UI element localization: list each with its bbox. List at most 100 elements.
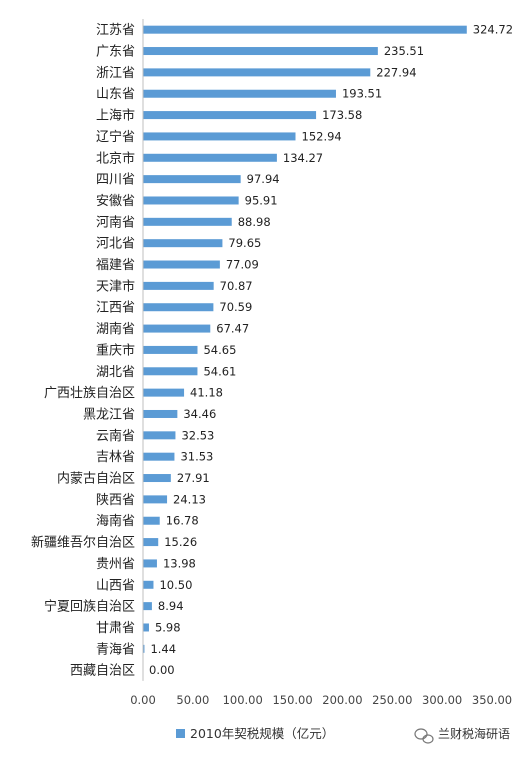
category-label-2: 浙江省 xyxy=(96,66,135,81)
value-label-25: 13.98 xyxy=(163,556,196,570)
x-tick-label-0: 0.00 xyxy=(130,693,156,707)
value-label-27: 8.94 xyxy=(158,599,184,613)
category-label-4: 上海市 xyxy=(96,108,135,124)
x-tick-label-7: 350.00 xyxy=(472,693,512,707)
category-label-8: 安徽省 xyxy=(96,194,135,209)
category-label-0: 江苏省 xyxy=(96,22,135,38)
bar-26 xyxy=(143,580,154,589)
category-label-27: 宁夏回族自治区 xyxy=(44,599,135,615)
value-label-29: 1.44 xyxy=(150,642,176,656)
category-label-6: 北京市 xyxy=(96,150,135,166)
value-label-17: 41.18 xyxy=(190,386,223,400)
value-label-11: 77.09 xyxy=(226,258,259,272)
value-label-13: 70.59 xyxy=(219,300,252,314)
value-label-21: 27.91 xyxy=(177,471,210,485)
category-label-3: 山东省 xyxy=(96,87,135,102)
bar-25 xyxy=(143,559,157,568)
category-labels: 江苏省广东省浙江省山东省上海市辽宁省北京市四川省安徽省河南省河北省福建省天津市江… xyxy=(31,22,135,679)
bar-9 xyxy=(143,217,232,226)
value-label-26: 10.50 xyxy=(159,578,192,592)
category-label-10: 河北省 xyxy=(96,237,135,252)
value-labels: 324.72 235.51 227.94 193.51 173.58 152.94 134.… xyxy=(149,23,513,678)
bar-4 xyxy=(143,111,317,120)
category-label-14: 湖南省 xyxy=(96,321,135,337)
bar-10 xyxy=(143,239,223,248)
bar-1 xyxy=(143,47,378,56)
value-label-16: 54.61 xyxy=(203,364,236,378)
x-tick-label-1: 50.00 xyxy=(176,693,209,707)
value-label-2: 227.94 xyxy=(376,65,416,79)
bar-12 xyxy=(143,281,214,290)
category-label-30: 西藏自治区 xyxy=(70,664,135,679)
x-tick-label-5: 250.00 xyxy=(372,693,412,707)
value-label-9: 88.98 xyxy=(238,215,271,229)
category-label-18: 黑龙江省 xyxy=(83,407,135,422)
legend-label: 2010年契税规模（亿元） xyxy=(190,726,334,741)
category-label-28: 甘肃省 xyxy=(96,621,135,636)
bar-29 xyxy=(143,644,145,653)
bar-0 xyxy=(143,25,467,34)
value-label-14: 67.47 xyxy=(216,322,249,336)
value-label-28: 5.98 xyxy=(155,620,181,634)
bar-7 xyxy=(143,175,241,184)
value-label-19: 32.53 xyxy=(181,428,214,442)
value-label-0: 324.72 xyxy=(473,23,513,37)
wechat-icon xyxy=(414,728,434,744)
bar-17 xyxy=(143,388,185,397)
category-label-16: 湖北省 xyxy=(96,365,135,380)
category-label-12: 天津市 xyxy=(96,278,135,294)
bar-14 xyxy=(143,324,211,333)
bar-5 xyxy=(143,132,296,141)
category-label-21: 内蒙古自治区 xyxy=(57,471,135,487)
bar-11 xyxy=(143,260,220,269)
bar-21 xyxy=(143,474,171,483)
category-label-26: 山西省 xyxy=(96,578,135,593)
bar-13 xyxy=(143,303,214,312)
value-label-7: 97.94 xyxy=(247,172,280,186)
value-label-24: 15.26 xyxy=(164,535,197,549)
bar-8 xyxy=(143,196,239,205)
category-label-22: 陕西省 xyxy=(96,493,135,508)
bar-15 xyxy=(143,345,198,354)
bar-3 xyxy=(143,89,336,98)
bar-18 xyxy=(143,409,178,418)
value-label-12: 70.87 xyxy=(220,279,253,293)
value-label-10: 79.65 xyxy=(228,236,261,250)
value-label-8: 95.91 xyxy=(245,193,278,207)
category-label-24: 新疆维吾尔自治区 xyxy=(31,535,135,551)
category-label-19: 云南省 xyxy=(96,428,135,444)
x-tick-label-2: 100.00 xyxy=(223,693,263,707)
value-label-30: 0.00 xyxy=(149,663,175,677)
bars xyxy=(143,25,467,653)
category-label-23: 海南省 xyxy=(96,513,135,529)
bar-2 xyxy=(143,68,371,77)
bar-22 xyxy=(143,495,168,504)
bar-27 xyxy=(143,602,152,611)
category-label-13: 江西省 xyxy=(96,301,135,316)
legend-swatch xyxy=(176,729,185,738)
watermark-text: 兰财税海研语 xyxy=(438,726,510,741)
value-label-15: 54.65 xyxy=(203,343,236,357)
category-label-9: 河南省 xyxy=(96,214,135,230)
value-label-20: 31.53 xyxy=(180,450,213,464)
watermark: 兰财税海研语 xyxy=(414,726,510,744)
category-label-11: 福建省 xyxy=(96,258,135,273)
category-label-1: 广东省 xyxy=(96,45,135,60)
value-label-5: 152.94 xyxy=(302,129,342,143)
value-label-1: 235.51 xyxy=(384,44,424,58)
x-tick-label-4: 200.00 xyxy=(322,693,362,707)
category-label-29: 青海省 xyxy=(96,642,135,657)
category-label-20: 吉林省 xyxy=(96,450,135,465)
value-label-3: 193.51 xyxy=(342,87,382,101)
value-label-22: 24.13 xyxy=(173,492,206,506)
bar-20 xyxy=(143,452,175,461)
bar-6 xyxy=(143,153,277,162)
value-label-23: 16.78 xyxy=(166,514,199,528)
bar-28 xyxy=(143,623,149,632)
bar-16 xyxy=(143,367,198,376)
category-label-15: 重庆市 xyxy=(96,342,135,358)
value-label-4: 173.58 xyxy=(322,108,362,122)
x-tick-labels: 0.00 50.00 100.00 150.00 200.00 250.00 300.00 3… xyxy=(130,693,512,707)
value-label-6: 134.27 xyxy=(283,151,323,165)
